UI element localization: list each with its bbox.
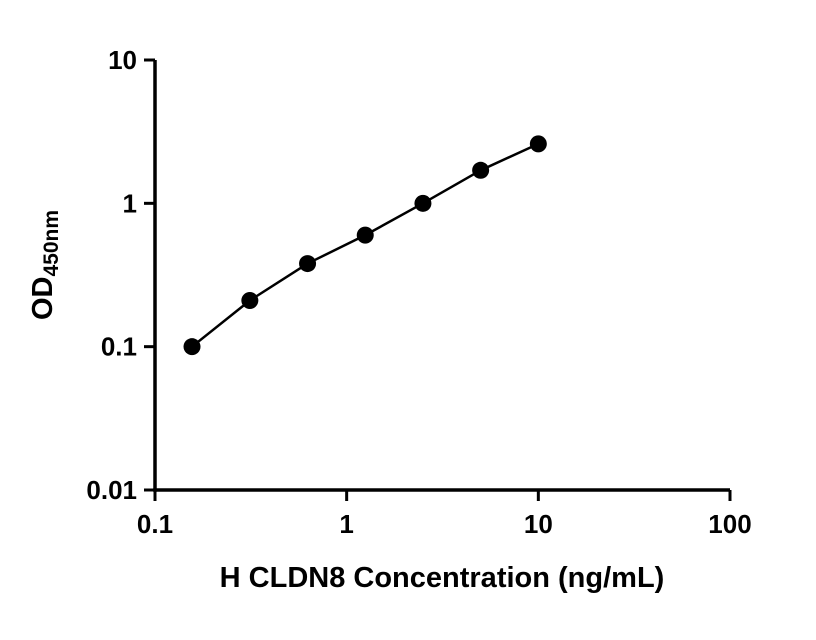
- y-axis-title-main: OD: [27, 277, 59, 321]
- x-tick-label: 0.1: [137, 509, 173, 539]
- x-tick-label: 10: [524, 509, 553, 539]
- data-point: [472, 161, 490, 179]
- data-point: [414, 194, 432, 212]
- x-tick-label: 100: [708, 509, 751, 539]
- data-point: [529, 135, 547, 153]
- y-tick-label: 1: [123, 188, 137, 218]
- y-tick-label: 10: [108, 45, 137, 75]
- data-point: [183, 338, 201, 356]
- y-tick-label: 0.1: [101, 332, 137, 362]
- y-tick-label: 0.01: [86, 475, 137, 505]
- data-point: [299, 255, 317, 273]
- data-point: [241, 291, 259, 309]
- x-axis-title: H CLDN8 Concentration (ng/mL): [220, 562, 665, 594]
- y-axis-title: OD450nm: [27, 210, 63, 320]
- y-axis-title-sub: 450nm: [40, 210, 63, 277]
- data-point: [356, 226, 374, 244]
- x-tick-label: 1: [339, 509, 353, 539]
